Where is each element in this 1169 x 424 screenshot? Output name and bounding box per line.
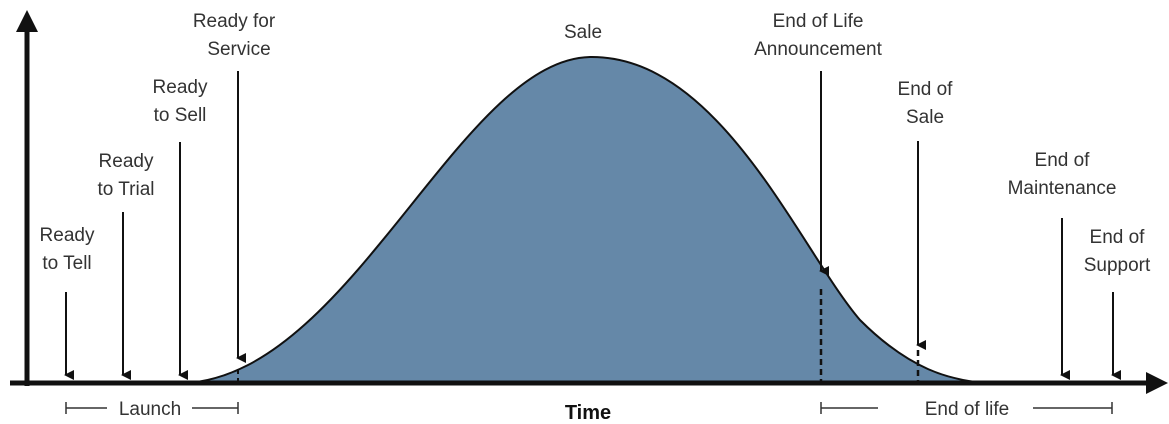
ready-to-tell-label-line1: Ready bbox=[40, 225, 95, 246]
ready-to-trial-label-line1: Ready bbox=[99, 151, 154, 172]
sale-curve-label: Sale bbox=[564, 22, 602, 43]
ready-to-trial-label-line2: to Trial bbox=[97, 179, 154, 200]
end-of-support-label-line2: Support bbox=[1084, 255, 1151, 276]
end-of-sale-label-line2: Sale bbox=[906, 107, 944, 128]
ready-for-service-label-line2: Service bbox=[207, 39, 270, 60]
end-of-sale-label-line1: End of bbox=[898, 79, 954, 100]
sales-curve bbox=[184, 55, 986, 384]
x-axis-label: Time bbox=[565, 402, 611, 424]
ready-to-sell-label-line2: to Sell bbox=[154, 105, 207, 126]
ready-for-service-label-line1: Ready for bbox=[193, 11, 276, 32]
x-axis-arrowhead bbox=[1146, 372, 1168, 394]
ready-to-tell-label-line2: to Tell bbox=[42, 253, 91, 274]
ready-to-sell-label-line1: Ready bbox=[153, 77, 208, 98]
end-of-life-announcement-label-line2: Announcement bbox=[754, 39, 883, 60]
end-of-life-announcement-label-line1: End of Life bbox=[773, 11, 864, 32]
launch-label: Launch bbox=[119, 399, 181, 420]
end-of-support-label-line1: End of bbox=[1090, 227, 1146, 248]
end-of-maintenance-label-line2: Maintenance bbox=[1008, 178, 1117, 199]
y-axis-arrowhead bbox=[16, 10, 38, 32]
end-of-life-label: End of life bbox=[925, 399, 1010, 420]
end-of-maintenance-label-line1: End of bbox=[1035, 150, 1091, 171]
